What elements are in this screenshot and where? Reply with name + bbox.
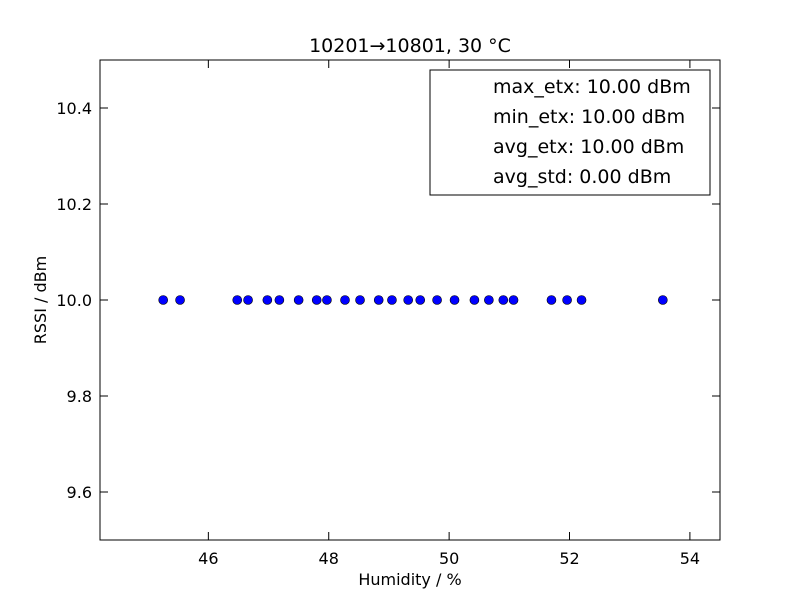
data-point [484,295,494,305]
y-tick-label: 9.6 [67,483,92,502]
legend-entry: avg_std: 0.00 dBm [493,166,671,188]
x-tick-label: 50 [439,549,459,568]
data-point [175,295,185,305]
legend-box [429,69,711,196]
x-tick-label: 52 [559,549,579,568]
legend-entry: min_etx: 10.00 dBm [493,106,685,128]
legend: max_etx: 10.00 dBm min_etx: 10.00 dBm av… [429,69,711,196]
y-tick-label: 10.0 [56,291,92,310]
legend-entry: avg_etx: 10.00 dBm [493,136,684,158]
data-point [403,295,413,305]
data-point [158,295,169,305]
y-tick-label: 10.4 [56,99,92,118]
chart-title: 10201→10801, 30 °C [309,35,511,57]
x-tick-label: 48 [319,549,339,568]
legend-entry: max_etx: 10.00 dBm [493,76,691,98]
y-axis-label: RSSI / dBm [31,256,50,344]
data-point [546,295,557,305]
data-point [658,295,668,305]
data-point [373,295,384,305]
data-point [274,295,285,305]
plot-frame [99,59,721,541]
data-point [449,295,460,305]
data-point [498,295,509,305]
x-tick-label: 54 [680,549,700,568]
data-point [232,295,243,305]
data-point [340,295,350,305]
data-point [576,295,587,305]
data-point [243,295,253,305]
x-tick-label: 46 [198,549,218,568]
data-point [311,295,322,305]
data-point [432,295,442,305]
data-point [415,295,426,305]
ticks-layer: 46 48 50 52 54 9.6 9.8 10.0 10.2 10.4 [56,60,720,568]
data-point [262,295,273,305]
data-point [562,295,572,305]
x-axis-label: Humidity / % [358,570,461,589]
y-tick-label: 10.2 [56,195,92,214]
data-point [508,295,519,305]
data-point [355,295,365,305]
data-point [293,295,304,305]
data-point [469,295,480,305]
y-tick-label: 9.8 [67,387,92,406]
data-point [322,295,332,305]
data-point [387,295,397,305]
points-layer [158,295,668,305]
